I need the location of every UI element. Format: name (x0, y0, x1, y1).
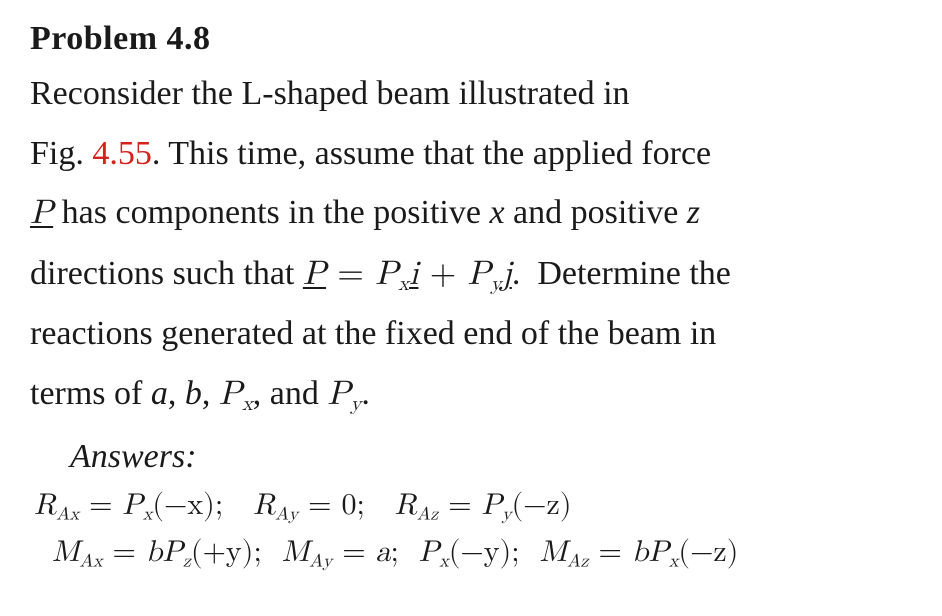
sub-x: x (439, 553, 449, 571)
equals: = (326, 257, 375, 291)
text-fragment: terms of (30, 375, 151, 412)
sym-R: R (395, 490, 417, 520)
term-P: P (468, 257, 491, 291)
var-z: z (687, 194, 700, 231)
sub-x: x (93, 553, 103, 571)
vector-P: P (30, 196, 53, 230)
sub-z: z (581, 553, 589, 571)
sub-x: x (143, 505, 153, 523)
sub-y: y (351, 394, 362, 414)
var-x: x (489, 194, 504, 231)
equals: = (589, 537, 632, 567)
sub-A: A (309, 553, 323, 571)
sym-P: P (419, 537, 439, 567)
eq-zero: = 0; (298, 490, 394, 520)
sym-R: R (34, 490, 56, 520)
vector-P: P (303, 257, 326, 291)
problem-page: Problem 4.8 Reconsider the L-shaped beam… (0, 0, 942, 597)
problem-heading: Problem 4.8 (30, 20, 912, 58)
answers-label: Answers: (70, 438, 912, 476)
sub-y: y (323, 553, 333, 571)
and: , and (253, 375, 328, 412)
sym-M: M (540, 537, 568, 567)
equals: = (332, 537, 375, 567)
sub-A: A (275, 505, 289, 523)
paren: (−y); (449, 537, 540, 567)
var-b: b (185, 375, 202, 412)
problem-statement: Reconsider the L-shaped beam illustrated… (30, 64, 912, 424)
paren: (−x); (152, 490, 253, 520)
text-fragment: Reconsider the L-shaped beam illustrated… (30, 75, 630, 112)
sub-A: A (567, 553, 581, 571)
equation-row-moments: MAx = bPz(+y); MAy = a; Px(−y); MAz = bP… (52, 529, 912, 576)
var-b: b (146, 537, 163, 567)
sym-P: P (162, 537, 182, 567)
sub-z: z (183, 553, 191, 571)
sym-P: P (482, 490, 502, 520)
term-P: P (375, 257, 398, 291)
text-fragment: reactions generated at the fixed end of … (30, 315, 716, 352)
var-b: b (632, 537, 649, 567)
sym-R: R (253, 490, 275, 520)
comma: , (202, 375, 219, 412)
sub-x: x (669, 553, 679, 571)
sub-A: A (417, 505, 431, 523)
paren: (−z) (511, 490, 571, 520)
sub-x: x (70, 505, 80, 523)
text-fragment: has components in the positive (53, 194, 489, 231)
text-fragment: and positive (505, 194, 687, 231)
sub-y: y (491, 274, 502, 294)
var-Py: P (327, 377, 350, 411)
sym-P: P (648, 537, 668, 567)
var-Px: P (219, 377, 242, 411)
var-a: a (151, 375, 168, 412)
sym-M: M (52, 537, 80, 567)
unit-j: j (501, 257, 511, 291)
paren: (+y); (191, 537, 282, 567)
sub-x: x (242, 394, 253, 414)
period: . (361, 375, 370, 412)
sym-P: P (122, 490, 142, 520)
text-fragment: . This time, assume that the applied for… (152, 135, 711, 172)
text-fragment: . Determine the (512, 255, 731, 292)
paren: (−z) (678, 537, 738, 567)
plus: + (418, 257, 467, 291)
answers-equations: RAx = Px(−x); RAy = 0; RAz = Py(−z) MAx … (34, 482, 912, 577)
sub-y: y (289, 505, 299, 523)
equation-row-reactions: RAx = Px(−x); RAy = 0; RAz = Py(−z) (34, 482, 912, 529)
equals: = (438, 490, 481, 520)
text-fragment: Fig. (30, 135, 92, 172)
semicolon: ; (391, 537, 419, 567)
equals: = (103, 537, 146, 567)
sub-A: A (56, 505, 70, 523)
var-a: a (376, 537, 391, 567)
sub-x: x (398, 274, 409, 294)
figure-reference[interactable]: 4.55 (92, 135, 152, 172)
equals: = (79, 490, 122, 520)
sub-A: A (80, 553, 94, 571)
sym-M: M (282, 537, 310, 567)
comma: , (168, 375, 185, 412)
text-fragment: directions such that (30, 255, 303, 292)
